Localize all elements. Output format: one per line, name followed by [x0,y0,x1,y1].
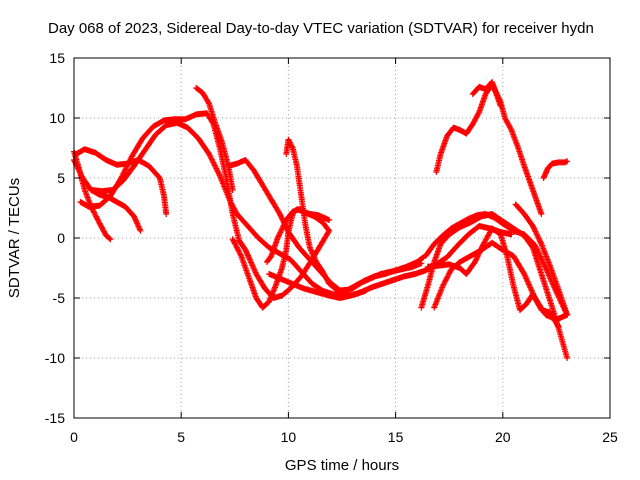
x-axis-label: GPS time / hours [285,457,399,474]
series-track-15 [433,81,545,217]
series-markers [77,110,333,301]
series-markers [422,211,571,318]
y-tick-label: 10 [49,110,65,126]
series-track-16 [469,79,504,109]
series-markers [283,136,425,294]
y-axis: -15 -10 -5 0 5 10 15 [45,50,610,426]
x-axis: 0 5 10 15 20 25 [70,58,618,445]
y-tick-label: 0 [57,230,65,246]
series-markers [512,201,571,318]
series-track-8 [229,206,333,311]
y-tick-label: -15 [45,410,65,426]
chart-title: Day 068 of 2023, Sidereal Day-to-day VTE… [48,20,594,37]
series-markers [433,81,545,217]
y-tick-label: 15 [49,50,65,66]
series-markers [431,239,571,323]
series-line [435,83,543,215]
y-tick-label: -10 [45,350,65,366]
series-track-5 [88,119,369,300]
series-track-13 [431,239,571,323]
series-markers [229,206,333,311]
series-track-18 [512,201,571,318]
series-markers [540,158,571,181]
series-track-17 [540,158,571,181]
x-tick-label: 15 [388,429,404,445]
series-track-9 [283,136,425,294]
x-tick-label: 20 [495,429,511,445]
x-tick-label: 10 [281,429,297,445]
x-tick-label: 5 [177,429,185,445]
y-axis-label: SDTVAR / TECUs [6,178,23,298]
y-tick-label: 5 [57,170,65,186]
series-markers [469,79,504,109]
plot-area [71,79,571,361]
series-track-14 [422,211,571,318]
series-track-4 [77,110,333,301]
x-tick-label: 25 [602,429,618,445]
x-tick-label: 0 [70,429,78,445]
y-tick-label: -5 [53,290,66,306]
